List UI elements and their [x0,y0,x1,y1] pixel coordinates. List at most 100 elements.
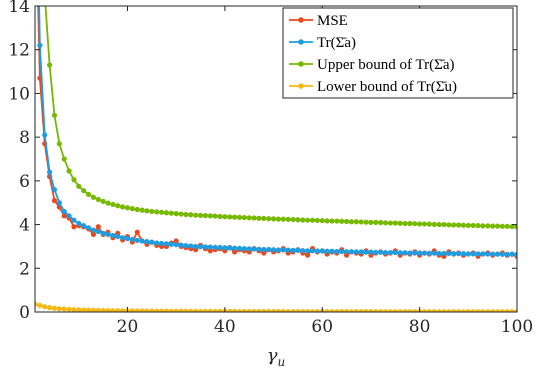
data-point [207,244,213,250]
data-point [207,213,213,219]
data-point [261,246,267,253]
data-point [402,250,408,256]
data-point [387,309,394,312]
data-point [154,240,160,246]
data-point [378,220,384,226]
data-point [202,244,208,250]
data-point [81,307,87,312]
data-point [480,223,486,229]
data-point [470,309,476,312]
data-point [504,251,510,257]
data-point [129,236,135,243]
data-point [154,308,160,312]
data-point [441,221,447,228]
data-point [100,230,106,236]
data-point [275,247,282,253]
data-point [417,221,423,227]
data-point [305,308,311,312]
data-point [426,309,432,312]
y-tick-label: 0 [19,303,30,323]
data-point [71,217,77,223]
data-point [134,229,140,235]
data-point [246,246,252,252]
data-point [412,250,418,256]
data-point [319,218,325,224]
data-point [42,132,48,138]
data-point [188,308,194,312]
data-point [158,308,165,312]
data-point [232,214,238,220]
data-point [251,215,257,221]
data-point [61,213,67,219]
data-point [295,217,301,223]
legend-swatch-marker [298,39,304,45]
data-point [334,309,340,312]
data-point [490,309,496,312]
data-point [475,223,481,229]
legend-swatch-marker [298,83,304,89]
data-point [309,248,316,254]
data-point [280,247,286,253]
y-tick-label: 2 [19,259,30,279]
data-point [47,305,53,311]
data-point [329,218,335,224]
data-point [129,308,135,312]
data-point [334,218,340,224]
data-point [358,219,364,225]
data-point [236,245,243,251]
data-point [368,219,374,225]
data-point [266,308,272,312]
data-point [134,237,140,243]
data-point [426,221,432,227]
data-point [470,251,476,257]
data-point [56,200,62,206]
data-point [227,214,233,220]
data-point [348,219,355,225]
data-point [465,222,471,229]
data-point [183,242,189,249]
data-point [110,232,116,239]
x-axis-label-subscript: u [278,355,286,368]
data-point [188,212,194,218]
data-point [227,245,233,251]
data-point [71,224,77,230]
data-point [465,309,471,312]
data-point [241,246,247,252]
data-point [85,307,92,312]
data-point [105,231,111,238]
y-tick-label: 14 [8,0,30,17]
data-point [436,309,442,312]
data-point [90,227,97,233]
data-point [105,200,111,206]
data-point [168,210,174,216]
data-point [193,243,199,250]
data-point [480,309,486,312]
legend-item: Upper bound of Tr(Σ̄a) [289,57,454,73]
data-point [441,250,447,257]
data-point [266,246,272,253]
data-point [71,307,77,312]
data-point [421,309,428,312]
axes-frame [34,5,518,313]
legend-item: Tr(Σ̄a) [289,35,356,51]
data-point [387,249,394,256]
series-3 [44,6,517,230]
data-point [76,183,82,189]
data-point [373,249,379,255]
data-point [183,308,189,312]
x-tick-label: 20 [117,317,139,337]
data-point [494,309,501,312]
data-point [339,218,345,224]
data-point [358,309,364,312]
data-point [509,309,515,312]
legend: MSE Tr(Σ̄a) Upper bound of Tr(Σ̄a) Lower bo… [282,7,514,99]
data-point [90,307,97,312]
series-layer [35,6,517,312]
data-point [35,301,38,307]
data-point [100,198,106,204]
data-point [134,308,140,312]
data-point [105,307,111,312]
data-point [178,211,184,217]
data-point [485,251,491,257]
data-point [490,251,496,257]
